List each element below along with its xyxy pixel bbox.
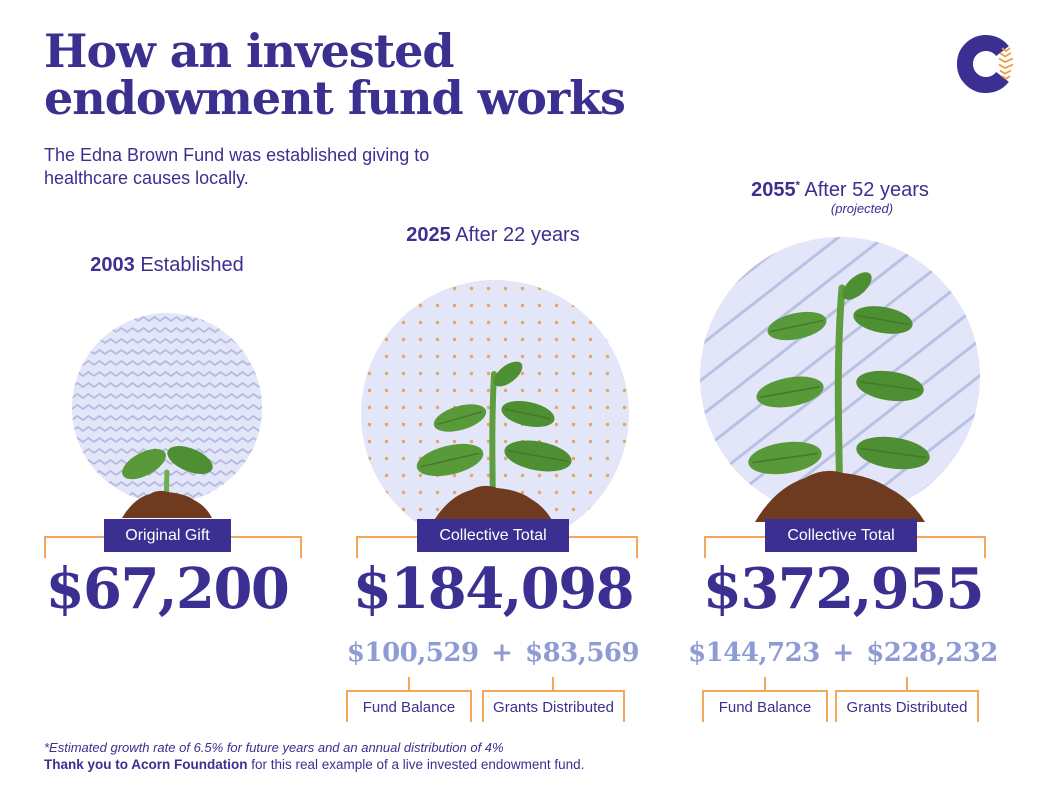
- plus-sign: +: [832, 638, 854, 668]
- banner-label: Collective Total: [787, 526, 895, 544]
- fund-balance-amount: $144,723: [688, 638, 820, 668]
- footnote-thanks-rest: for this real example of a live invested…: [247, 757, 585, 772]
- period-2055: After 52 years: [804, 179, 929, 201]
- year-2055: 2055: [751, 179, 796, 201]
- footnote-thanks: Thank you to Acorn Foundation for this r…: [44, 757, 584, 772]
- growth-circle-2003: [72, 313, 262, 503]
- fund-balance-amount: $100,529: [346, 638, 479, 668]
- subtitle-line1: The Edna Brown Fund was established givi…: [44, 145, 430, 165]
- column-2055-heading: 2055* After 52 years: [690, 179, 990, 202]
- mature-plant-illustration: [735, 272, 945, 522]
- fund-balance-bracket-2055: Fund Balance: [702, 690, 828, 722]
- subtitle-line2: healthcare causes locally.: [44, 168, 249, 189]
- mature-plant-icon: [748, 272, 930, 522]
- seedling-illustration: [112, 430, 222, 515]
- acorn-c-logo-icon: [956, 35, 1014, 93]
- fund-balance-bracket-2025: Fund Balance: [346, 690, 472, 722]
- wave-pattern-circle-icon: [72, 313, 262, 503]
- bracket-stem: [906, 677, 908, 691]
- grants-distributed-label: Grants Distributed: [493, 699, 614, 716]
- year-2025: 2025: [406, 224, 451, 246]
- page-title-line1: How an invested: [44, 24, 455, 78]
- footnote-thanks-bold: Thank you to Acorn Foundation: [44, 757, 248, 772]
- soil-icon: [755, 470, 925, 522]
- banner-collective-total-2025: Collective Total: [417, 519, 569, 552]
- grants-distributed-amount: $83,569: [525, 638, 640, 668]
- plus-sign: +: [491, 638, 513, 668]
- period-2025: After 22 years: [455, 224, 580, 246]
- asterisk-note: *: [795, 179, 800, 192]
- fund-balance-label: Fund Balance: [718, 699, 812, 716]
- column-2003-heading: 2003 Established: [17, 254, 317, 277]
- year-2003: 2003: [90, 254, 135, 276]
- young-plant-icon: [416, 361, 572, 520]
- bracket-stem: [764, 677, 766, 691]
- young-plant-illustration: [408, 360, 578, 520]
- bracket-stem: [552, 677, 554, 691]
- grants-distributed-label: Grants Distributed: [846, 699, 968, 716]
- page-title-line2: endowment fund works: [44, 70, 626, 125]
- seedling-icon: [122, 446, 213, 515]
- total-amount-2003: $67,200: [45, 556, 290, 622]
- fund-balance-label: Fund Balance: [362, 699, 456, 716]
- grants-distributed-bracket-2055: Grants Distributed: [835, 690, 979, 722]
- grants-distributed-amount: $228,232: [866, 638, 998, 668]
- footnote-estimate: *Estimated growth rate of 6.5% for futur…: [44, 740, 504, 755]
- soil-icon: [122, 490, 212, 518]
- breakdown-amounts-2055: $144,723 + $228,232: [688, 638, 998, 668]
- projected-note: (projected): [830, 201, 894, 216]
- grants-distributed-bracket-2025: Grants Distributed: [482, 690, 625, 722]
- soil-icon: [433, 485, 553, 522]
- total-amount-2055: $372,955: [702, 556, 985, 622]
- brand-logo: [956, 32, 1020, 96]
- bracket-stem: [408, 677, 410, 691]
- banner-collective-total-2055: Collective Total: [765, 519, 917, 552]
- page-title: How an invested endowment fund works: [44, 24, 626, 125]
- soil-mound-2055: [753, 464, 927, 522]
- banner-label: Collective Total: [439, 526, 547, 544]
- banner-label: Original Gift: [125, 526, 210, 544]
- breakdown-amounts-2025: $100,529 + $83,569: [343, 638, 643, 668]
- column-2025-heading: 2025 After 22 years: [343, 224, 643, 247]
- soil-mound-2025: [431, 480, 555, 522]
- period-2003: Established: [140, 254, 244, 276]
- total-amount-2025: $184,098: [352, 556, 635, 622]
- soil-mound-2003: [120, 486, 214, 518]
- subtitle: The Edna Brown Fund was established givi…: [44, 144, 429, 191]
- banner-original-gift: Original Gift: [104, 519, 231, 552]
